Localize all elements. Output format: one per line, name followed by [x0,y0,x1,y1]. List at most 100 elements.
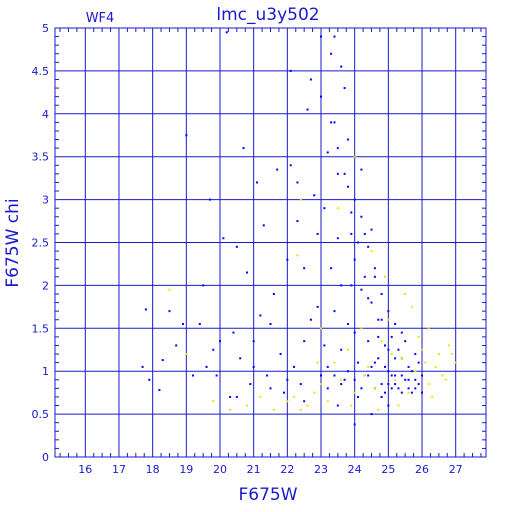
yellow-data-point [431,395,434,398]
blue-data-point [245,271,248,274]
blue-data-point [330,267,333,270]
x-tick-label: 20 [213,463,227,476]
blue-data-point [414,387,417,390]
blue-data-point [370,413,373,416]
x-tick-label: 25 [381,463,395,476]
yellow-data-point [326,400,329,403]
blue-data-point [387,370,390,373]
blue-data-point [387,310,390,313]
y-tick-label: 0.5 [32,408,50,421]
blue-data-point [333,35,336,38]
blue-data-point [363,275,366,278]
blue-data-point [313,194,316,197]
blue-data-point [320,95,323,98]
blue-data-point [363,232,366,235]
blue-data-point [394,374,397,377]
blue-data-point [225,31,228,34]
yellow-data-point [336,207,339,210]
blue-data-point [387,404,390,407]
blue-data-point [414,353,417,356]
blue-data-point [370,228,373,231]
yellow-data-point [427,383,430,386]
blue-data-point [340,348,343,351]
yellow-data-point [316,361,319,364]
blue-data-point [333,310,336,313]
blue-data-point [336,147,339,150]
yellow-data-point [417,335,420,338]
blue-data-point [380,318,383,321]
yellow-data-point [313,391,316,394]
yellow-data-point [320,383,323,386]
yellow-data-point [390,353,393,356]
x-tick-label: 23 [314,463,328,476]
y-tick-label: 2.5 [32,237,50,250]
yellow-data-point [299,408,302,411]
blue-data-point [333,374,336,377]
blue-data-point [370,365,373,368]
blue-data-point [373,361,376,364]
blue-data-point [215,374,218,377]
yellow-data-point [367,365,370,368]
blue-data-point [198,323,201,326]
yellow-data-point [394,378,397,381]
blue-data-point [340,383,343,386]
yellow-data-point [404,292,407,295]
yellow-data-point [410,305,413,308]
blue-data-point [367,374,370,377]
yellow-data-point [185,353,188,356]
yellow-data-point [306,404,309,407]
yellow-data-point [333,361,336,364]
yellow-data-point [346,348,349,351]
blue-data-point [286,378,289,381]
blue-data-point [229,395,232,398]
blue-data-point [269,387,272,390]
blue-data-point [404,378,407,381]
yellow-data-point [441,374,444,377]
blue-data-point [222,237,225,240]
blue-data-point [239,357,242,360]
blue-data-point [249,383,252,386]
blue-data-point [390,335,393,338]
blue-data-point [407,378,410,381]
blue-data-point [242,147,245,150]
yellow-data-point [320,327,323,330]
blue-data-point [353,423,356,426]
blue-data-point [367,340,370,343]
blue-data-point [343,172,346,175]
blue-data-point [336,404,339,407]
y-tick-label: 1.5 [32,322,50,335]
blue-data-point [370,301,373,304]
blue-data-point [266,374,269,377]
blue-data-point [383,365,386,368]
blue-data-point [202,284,205,287]
blue-data-point [192,374,195,377]
yellow-data-point [383,275,386,278]
blue-data-point [407,387,410,390]
yellow-data-point [353,155,356,158]
yellow-data-point [299,198,302,201]
yellow-data-point [212,400,215,403]
blue-data-point [377,357,380,360]
yellow-data-point [377,408,380,411]
blue-data-point [407,365,410,368]
blue-data-point [367,297,370,300]
blue-data-point [232,331,235,334]
yellow-data-point [437,353,440,356]
blue-data-point [175,344,178,347]
yellow-data-point [434,365,437,368]
blue-data-point [259,314,262,317]
yellow-data-point [363,374,366,377]
x-tick-label: 21 [247,463,261,476]
yellow-data-point [259,395,262,398]
x-tick-label: 27 [449,463,463,476]
x-tick-label: 26 [415,463,429,476]
blue-data-point [394,357,397,360]
blue-data-point [262,224,265,227]
yellow-data-point [407,391,410,394]
blue-data-point [296,220,299,223]
blue-data-point [357,241,360,244]
blue-data-point [309,318,312,321]
x-tick-labels: 16 17 18 19 20 21 22 23 24 25 26 27 [78,463,462,476]
blue-data-point [390,374,393,377]
yellow-data-point [451,353,454,356]
